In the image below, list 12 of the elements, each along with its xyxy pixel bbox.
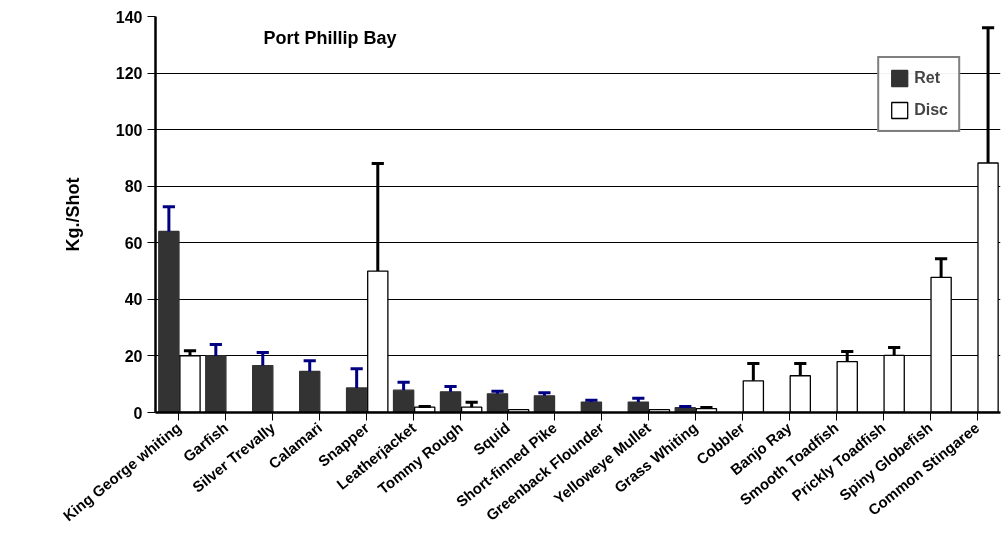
y-tick-label: 20 (124, 347, 143, 365)
legend-label: Disc (914, 101, 948, 119)
text: Port Phillip Bay (263, 27, 397, 48)
y-tick-label: 0 (133, 404, 143, 422)
y-tick-label: 120 (115, 65, 143, 83)
y-tick-label: 140 (115, 8, 143, 26)
legend-label: Ret (914, 69, 940, 87)
y-axis-title: Kg./Shot (62, 177, 83, 252)
y-tick-label: 80 (124, 178, 143, 196)
y-tick-label: 60 (124, 234, 143, 252)
y-tick-label: 100 (115, 121, 143, 139)
y-tick-label: 40 (124, 291, 143, 309)
